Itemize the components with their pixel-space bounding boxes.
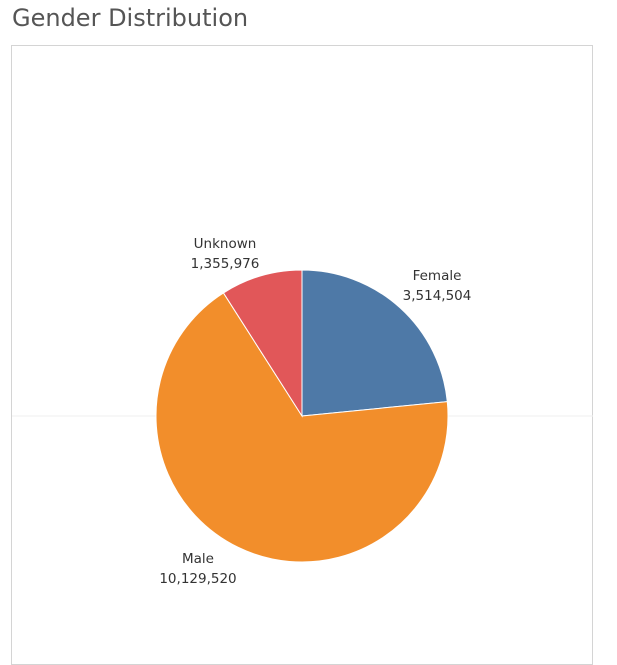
pie-labels: Female 3,514,504 Male 10,129,520 Unknown 1,35… — [159, 236, 471, 587]
slice-label-male: Male — [182, 551, 214, 567]
pie-slice-male[interactable] — [155, 292, 449, 563]
pie-slice-unknown[interactable] — [222, 269, 303, 418]
slice-label-female: Female — [413, 268, 462, 284]
pie-slices — [155, 269, 449, 563]
chart-title: Gender Distribution — [12, 4, 249, 32]
slice-value-unknown: 1,355,976 — [191, 256, 260, 272]
slice-label-unknown: Unknown — [194, 236, 257, 252]
pie-slice-female[interactable] — [301, 269, 448, 417]
slice-value-male: 10,129,520 — [159, 571, 236, 587]
slice-value-female: 3,514,504 — [403, 288, 472, 304]
